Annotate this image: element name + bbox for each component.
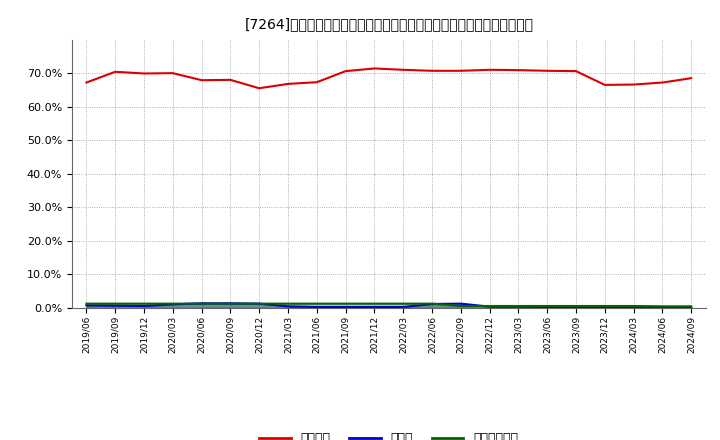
Title: [7264]　自己資本、のれん、繰延税金資産の総資産に対する比率の推移: [7264] 自己資本、のれん、繰延税金資産の総資産に対する比率の推移 [244,18,534,32]
Legend: 自己資本, のれん, 繰延税金資産: 自己資本, のれん, 繰延税金資産 [254,427,523,440]
